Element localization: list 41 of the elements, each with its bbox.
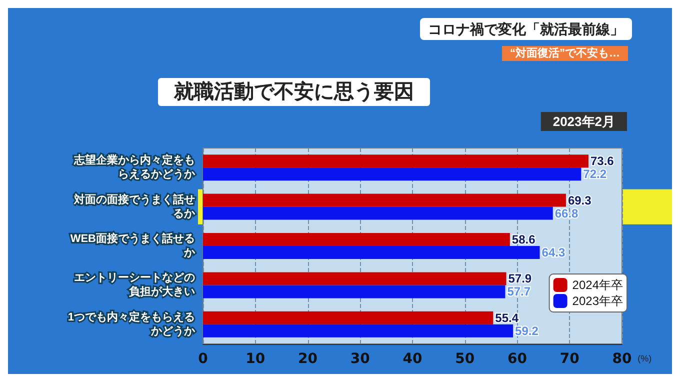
data-label: 55.4	[495, 310, 519, 325]
data-label: 66.8	[554, 206, 579, 220]
bar	[203, 311, 494, 324]
data-label: 59.2	[515, 324, 539, 338]
bar	[203, 272, 506, 286]
bar	[203, 246, 540, 259]
bar	[203, 233, 510, 246]
bar	[203, 168, 582, 181]
legend-label: 2024年卒	[572, 278, 624, 292]
y-tick-label: エントリーシートなどの負担が大きい	[74, 272, 195, 298]
x-tick-label: 80	[612, 351, 632, 367]
chart-subtitle: 2023年2月	[552, 114, 616, 129]
x-axis-title: (%)	[638, 354, 652, 364]
x-tick-label: 20	[298, 351, 318, 367]
legend-label: 2023年卒	[572, 294, 624, 308]
y-tick-label: 志望企業から内々定をもらえるかどうか	[73, 154, 196, 181]
data-label: 72.2	[583, 167, 607, 182]
data-label: 64.3	[542, 246, 566, 260]
x-tick-label: 60	[508, 351, 528, 367]
x-tick-label: 50	[455, 351, 475, 367]
x-tick-label: 40	[402, 351, 422, 367]
text: “対面復活”で不安も…	[510, 46, 620, 60]
y-tick-label: WEB面接でうまく話せるか	[70, 232, 196, 259]
data-label: 57.7	[507, 284, 531, 299]
bar	[203, 324, 514, 338]
data-label: 57.9	[508, 272, 532, 286]
bar	[203, 206, 553, 220]
bar	[203, 194, 566, 207]
x-tick-label: 0	[198, 351, 208, 367]
data-label: 69.3	[568, 193, 592, 208]
bar	[203, 285, 506, 298]
data-label: 58.6	[512, 232, 536, 246]
x-tick-label: 30	[350, 351, 370, 367]
bar	[203, 154, 588, 168]
x-tick-label: 70	[560, 351, 580, 367]
text: コロナ禍で変化「就活最前線」	[428, 21, 624, 37]
chart-title: 就職活動で不安に思う要因	[173, 80, 414, 103]
data-label: 73.6	[590, 154, 614, 168]
y-tick-label: 対面の面接でうまく話せるか	[73, 192, 196, 220]
y-tick-label: 1つでも内々定をもらえるかどうか	[68, 310, 196, 338]
x-tick-label: 10	[246, 351, 266, 367]
